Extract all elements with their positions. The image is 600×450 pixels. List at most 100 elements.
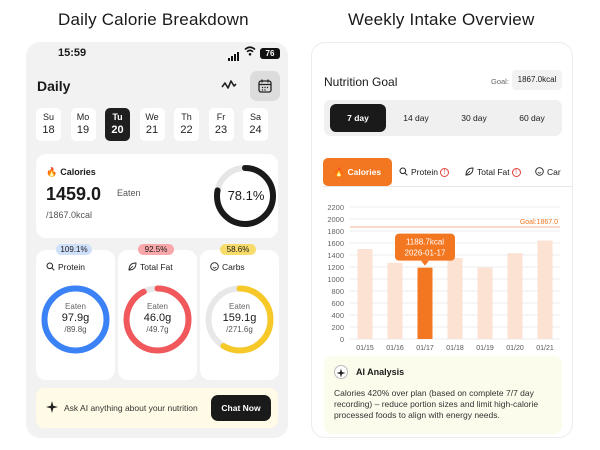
ai-icon [334, 365, 348, 379]
status-time: 15:59 [58, 47, 87, 59]
flame-icon: 🔥 [46, 167, 58, 177]
day-date: 18 [42, 124, 55, 136]
tab-label: Calories [347, 167, 382, 177]
calories-goal: /1867.0kcal [46, 210, 93, 220]
page-title: Daily [37, 78, 71, 94]
fat-goal: /49.7g [146, 325, 169, 334]
tab-label: Total Fat [477, 167, 510, 177]
flame-icon: 🔥 [333, 167, 345, 177]
tab-total-fat[interactable]: Total Fat! [465, 158, 521, 186]
day-mo[interactable]: Mo 19 [70, 108, 96, 141]
signal-icon [228, 49, 240, 61]
range-60-day[interactable]: 60 day [519, 113, 545, 123]
day-name: Th [181, 112, 192, 122]
y-tick-label: 1200 [327, 263, 344, 272]
y-tick-label: 2000 [327, 215, 344, 224]
protein-value: 97.9g [61, 312, 90, 324]
day-name: Fr [216, 112, 226, 122]
protein-percent-badge: 109.1% [56, 244, 92, 255]
x-tick-label: 01/16 [386, 345, 404, 352]
day-name: We [145, 112, 159, 122]
goal-line-label: Goal:1867.0 [520, 219, 558, 226]
tooltip-value: 1188.7kcal [406, 238, 444, 247]
day-name: Tu [112, 112, 123, 122]
wifi-icon [244, 46, 256, 59]
tooltip-arrow [421, 260, 429, 266]
ask-ai-prompt[interactable]: Ask AI anything about your nutrition [64, 403, 198, 413]
day-tu[interactable]: Tu 20 [105, 108, 130, 141]
ai-analysis-card: AI Analysis Calories 420% over plan (bas… [324, 356, 562, 434]
day-sa[interactable]: Sa 24 [243, 108, 268, 141]
x-tick-label: 01/21 [536, 345, 554, 352]
range-30-day[interactable]: 30 day [461, 113, 487, 123]
goal-value[interactable]: 1867.0kcal [512, 70, 562, 90]
protein-progress-ring [41, 285, 110, 354]
chat-now-button[interactable]: Chat Now [211, 395, 271, 421]
range-selector: 7 day 14 day 30 day 60 day [324, 100, 562, 136]
y-tick-label: 200 [331, 323, 344, 332]
bar [537, 240, 553, 339]
carbs-card[interactable]: 58.6% Carbs Eaten 159.1g/271.6g [200, 244, 279, 380]
range-7-day[interactable]: 7 day [330, 104, 386, 132]
tab-protein[interactable]: Protein! [399, 158, 449, 186]
calories-label: Calories [60, 167, 96, 177]
search-icon [399, 167, 408, 178]
calories-bar-chart: 0 200 400 600 800 1000 1200 1400 1600 1800 2000 220… [327, 203, 560, 352]
bar [387, 262, 403, 339]
day-su[interactable]: Su 18 [36, 108, 61, 141]
tab-divider [323, 186, 572, 187]
trend-icon[interactable] [221, 78, 237, 92]
x-tick-label: 01/17 [416, 345, 434, 352]
smile-icon [535, 167, 544, 178]
carbs-progress-ring [205, 285, 274, 354]
warning-icon: ! [511, 168, 521, 178]
bar [417, 267, 433, 339]
ai-analysis-text: Calories 420% over plan (based on comple… [334, 388, 539, 420]
protein-goal: /89.8g [64, 325, 87, 334]
day-name: Sa [249, 112, 261, 122]
right-heading: Weekly Intake Overview [348, 10, 535, 29]
range-14-day[interactable]: 14 day [403, 113, 429, 123]
week-day-selector: Su 18 Mo 19 Tu 20 We 21 Th 22 Fr 23 Sa 24 [36, 108, 276, 142]
day-date: 24 [249, 124, 262, 136]
y-tick-label: 1000 [327, 275, 344, 284]
x-tick-label: 01/15 [356, 345, 374, 352]
protein-card[interactable]: 109.1% Protein Eaten 97.9g/89.8g [36, 244, 115, 380]
day-date: 21 [145, 124, 159, 136]
fat-progress-ring [123, 285, 192, 354]
bar [477, 267, 493, 339]
sparkle-icon [46, 401, 58, 413]
day-we[interactable]: We 21 [139, 108, 165, 141]
day-fr[interactable]: Fr 23 [208, 108, 234, 141]
calendar-icon [258, 79, 272, 93]
day-date: 20 [111, 124, 124, 136]
y-tick-label: 1800 [327, 227, 344, 236]
leaf-icon [465, 167, 474, 178]
fat-eaten-label: Eaten [147, 302, 168, 311]
daily-phone-screen: 15:59 76 Daily Su 18 Mo 19 Tu 20 We 21 Th 22 Fr 23 S… [26, 42, 288, 438]
fat-card[interactable]: 92.5% Total Fat Eaten 46.0g/49.7g [118, 244, 197, 380]
nutrient-tabs: 🔥 Calories Protein! Total Fat! Car [323, 158, 572, 186]
y-tick-label: 400 [331, 311, 344, 320]
carbs-percent-badge: 58.6% [220, 244, 256, 255]
tab-calories[interactable]: 🔥 Calories [323, 158, 392, 186]
carbs-label: Carbs [222, 262, 245, 272]
calendar-button[interactable] [250, 71, 280, 101]
goal-label: Goal: [491, 77, 509, 86]
day-name: Mo [76, 112, 90, 122]
day-th[interactable]: Th 22 [174, 108, 199, 141]
protein-eaten-label: Eaten [65, 302, 86, 311]
y-tick-label: 2200 [327, 203, 344, 212]
nutrition-goal-title: Nutrition Goal [324, 75, 398, 89]
day-name: Su [42, 112, 54, 122]
carbs-eaten-label: Eaten [229, 302, 250, 311]
ask-ai-bar[interactable]: Ask AI anything about your nutrition Cha… [36, 388, 278, 428]
tab-label: Protein [411, 167, 438, 177]
tooltip-date: 2026-01-17 [405, 249, 446, 258]
calories-eaten-label: Eaten [117, 188, 141, 198]
tooltip-box [395, 233, 455, 261]
warning-icon: ! [439, 168, 449, 178]
calories-card: 🔥 Calories 1459.0 Eaten /1867.0kcal 78.1% [36, 154, 278, 238]
tab-car[interactable]: Car [535, 158, 561, 186]
y-tick-label: 0 [340, 335, 344, 344]
